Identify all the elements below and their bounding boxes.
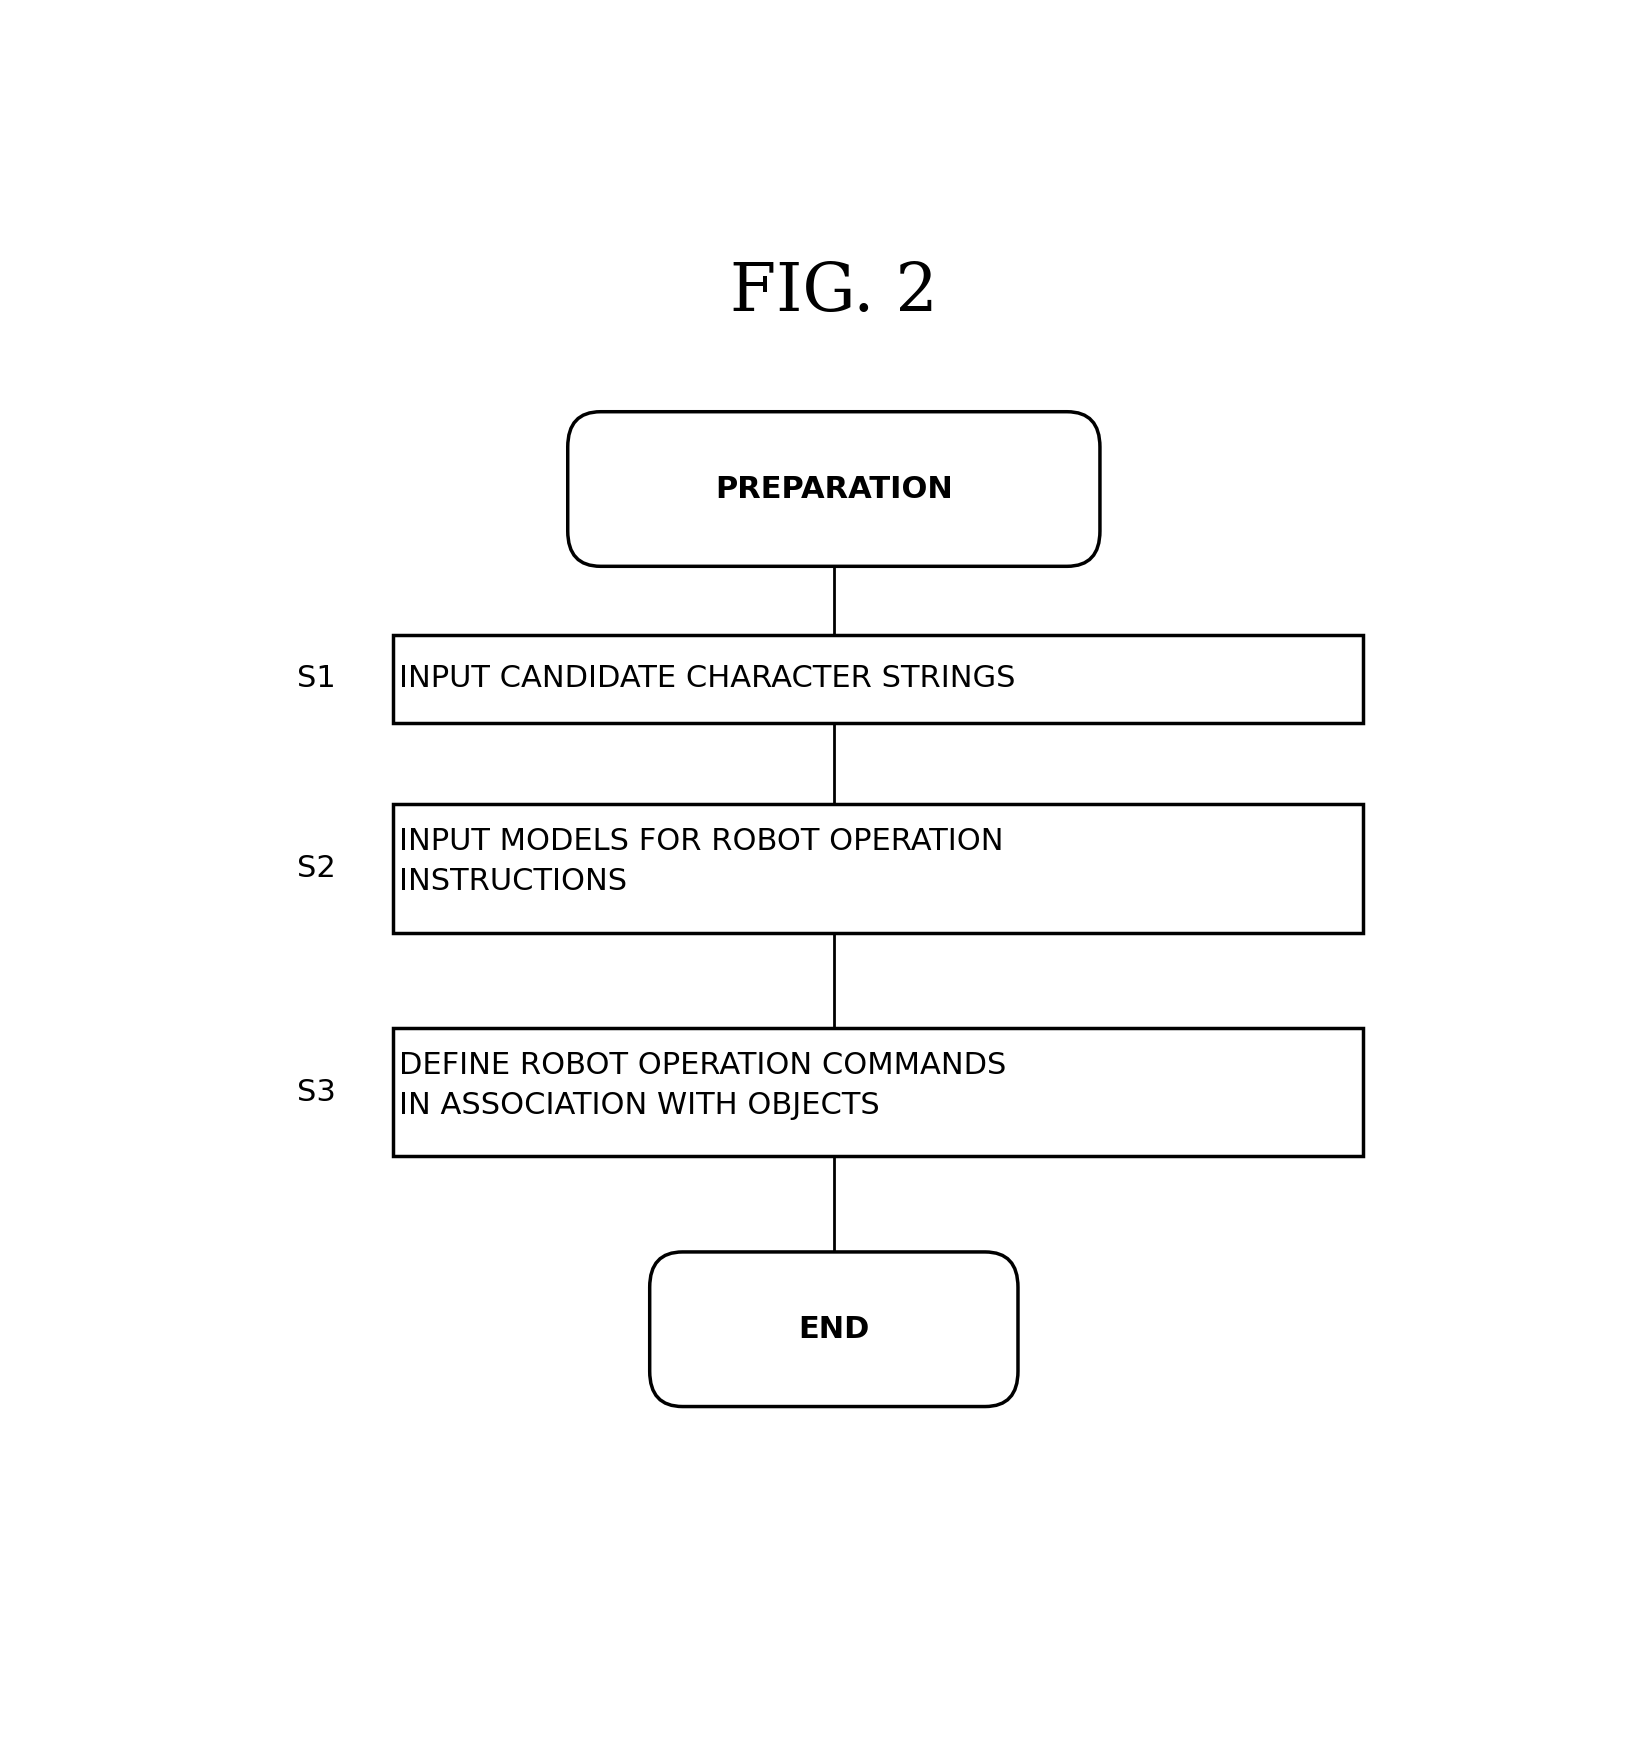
Text: FIG. 2: FIG. 2 xyxy=(731,260,937,326)
Text: DEFINE ROBOT OPERATION COMMANDS
IN ASSOCIATION WITH OBJECTS: DEFINE ROBOT OPERATION COMMANDS IN ASSOC… xyxy=(399,1051,1005,1119)
FancyBboxPatch shape xyxy=(649,1251,1019,1406)
FancyBboxPatch shape xyxy=(392,635,1363,723)
Text: S2: S2 xyxy=(298,854,337,884)
Text: PREPARATION: PREPARATION xyxy=(714,475,953,503)
FancyBboxPatch shape xyxy=(392,1028,1363,1156)
FancyBboxPatch shape xyxy=(568,412,1100,567)
Text: END: END xyxy=(799,1315,869,1343)
Text: INPUT CANDIDATE CHARACTER STRINGS: INPUT CANDIDATE CHARACTER STRINGS xyxy=(399,664,1015,693)
Text: S1: S1 xyxy=(298,664,337,693)
Text: S3: S3 xyxy=(298,1077,337,1107)
Text: INPUT MODELS FOR ROBOT OPERATION
INSTRUCTIONS: INPUT MODELS FOR ROBOT OPERATION INSTRUC… xyxy=(399,827,1004,896)
FancyBboxPatch shape xyxy=(392,804,1363,933)
